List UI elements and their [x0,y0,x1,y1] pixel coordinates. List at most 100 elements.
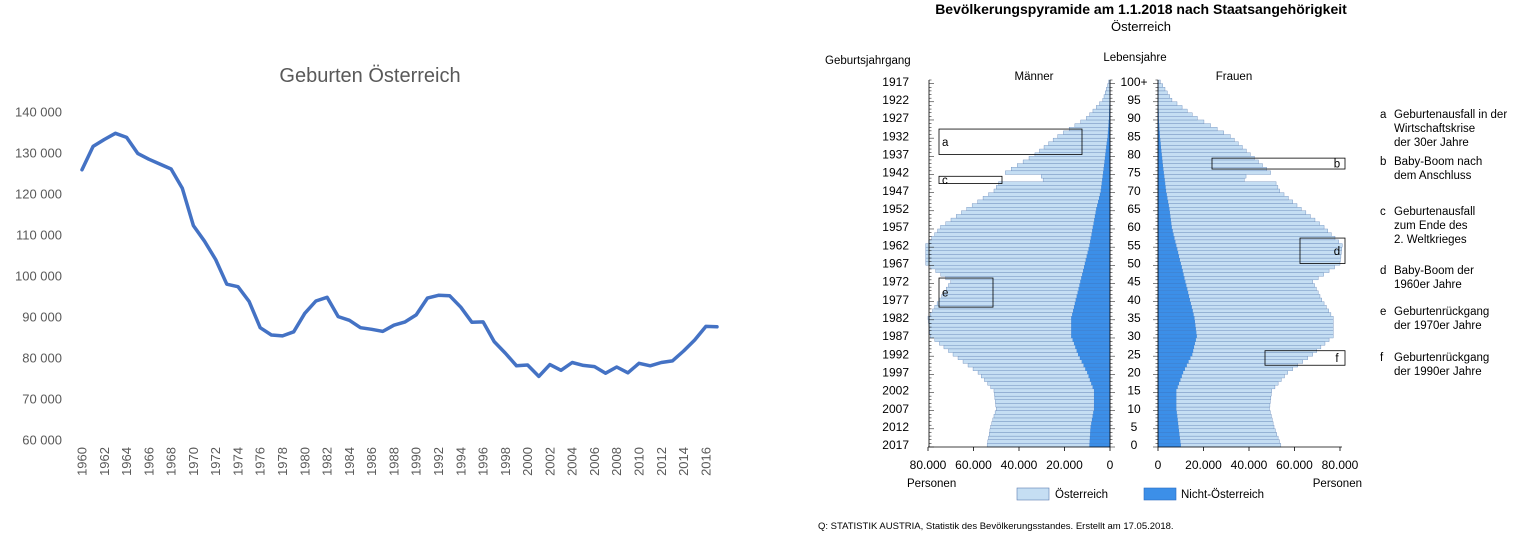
male-foreign-bar [1096,207,1111,211]
x-tick-label-left: 60.000 [955,458,992,472]
male-foreign-bar [1077,290,1111,295]
female-foreign-bar [1157,290,1189,295]
x-tick-label: 1986 [364,447,379,476]
age-tick-label: 45 [1127,275,1141,289]
male-foreign-bar [1088,247,1111,251]
y-tick-label: 130 000 [15,146,62,161]
female-foreign-bar [1157,345,1195,349]
male-foreign-bar [1106,145,1111,150]
male-foreign-bar [1072,337,1111,342]
male-austrian-bar [982,196,1111,201]
male-foreign-bar [1071,316,1111,320]
x-axis-title-right: Personen [1313,478,1362,490]
male-foreign-bar [1075,297,1111,302]
male-foreign-bar [1097,203,1111,208]
x-tick-label: 2014 [676,447,691,476]
female-austrian-bar [1157,210,1307,215]
female-austrian-bar [1157,177,1245,182]
x-tick-label: 1962 [97,447,112,476]
population-pyramid-chart: Bevölkerungspyramide am 1.1.2018 nach St… [818,1,1507,532]
male-austrian-bar [1052,137,1111,142]
annotation-bracket-a [938,128,1083,155]
male-foreign-bar [1083,363,1111,368]
age-tick-label: 70 [1127,184,1141,198]
female-austrian-bar [1157,257,1341,262]
x-tick-label: 1996 [476,447,491,476]
male-austrian-bar [928,239,1111,244]
male-foreign-bar [1098,199,1111,204]
female-foreign-bar [1157,432,1180,437]
female-foreign-bar [1157,425,1179,429]
female-foreign-bar [1157,148,1162,153]
male-austrian-bar [956,214,1111,219]
x-tick-label: 1974 [230,447,245,476]
annotation-list-letter: a [1380,109,1387,121]
female-foreign-bar [1157,185,1166,190]
male-foreign-bar [1092,414,1111,419]
female-foreign-bar [1157,297,1190,302]
age-tick-label: 85 [1127,129,1141,143]
female-foreign-bar [1157,170,1164,175]
x-tick-label: 2006 [587,447,602,476]
female-foreign-bar [1157,326,1196,331]
annotation-list-text: 2. Weltkrieges [1394,234,1467,246]
age-tick-label: 100+ [1120,75,1147,89]
female-foreign-bar [1157,435,1180,440]
male-austrian-bar [1089,112,1111,117]
female-foreign-bar [1157,330,1197,335]
female-foreign-bar [1157,250,1179,255]
male-foreign-bar [1093,410,1111,415]
male-foreign-bar [1103,167,1111,171]
female-foreign-bar [1157,359,1189,364]
male-foreign-bar [1101,185,1111,190]
age-tick-label: 35 [1127,311,1141,325]
male-foreign-bar [1090,239,1111,244]
annotation-letter-a: a [942,137,949,149]
female-austrian-bar [1157,87,1166,92]
x-tick-label-left: 40.000 [1001,458,1038,472]
birth-year-tick-label: 1997 [882,366,909,380]
x-tick-label: 2008 [609,447,624,476]
female-austrian-bar [1157,170,1271,175]
female-foreign-bar [1157,428,1180,433]
legend-label-foreign: Nicht-Österreich [1181,489,1264,501]
female-foreign-bar [1157,417,1178,422]
female-austrian-bar [1157,199,1293,204]
x-tick-label: 1968 [164,447,179,476]
x-tick-label: 1988 [386,447,401,476]
annotation-bracket-e [938,277,994,308]
female-foreign-bar [1157,196,1168,201]
male-foreign-bar [1089,443,1111,448]
male-foreign-bar [1071,323,1111,328]
male-foreign-bar [1089,439,1111,444]
male-foreign-bar [1076,294,1111,299]
female-foreign-bar [1157,257,1180,262]
annotation-list-text: Geburtenausfall in der [1394,109,1507,121]
birth-year-tick-label: 1967 [882,257,909,271]
births-line-chart: Geburten Österreich 60 000 70 000 80 000 90… [15,65,719,476]
female-foreign-bar [1157,239,1176,244]
annotation-list-letter: f [1380,352,1384,364]
birth-year-tick-label: 1947 [882,184,909,198]
male-foreign-bar [1105,152,1111,157]
male-foreign-bar [1089,377,1111,382]
births-series-line [80,131,719,379]
male-foreign-bar [1093,221,1111,226]
female-austrian-bar [1157,250,1342,255]
female-foreign-bar [1157,236,1175,240]
female-austrian-bar [1157,188,1280,193]
male-austrian-bar [1022,159,1111,164]
annotation-bracket-b [1211,157,1346,170]
female-austrian-bar [1157,196,1289,201]
x-tick-label-right: 80.000 [1322,458,1359,472]
male-austrian-bar [925,254,1111,259]
age-tick-label: 75 [1127,166,1141,180]
annotation-list-text: der 1970er Jahre [1394,320,1482,332]
male-austrian-bar [950,217,1111,222]
age-tick-label: 95 [1127,93,1141,107]
female-foreign-bar [1157,385,1178,389]
pyramid-title: Bevölkerungspyramide am 1.1.2018 nach St… [935,1,1347,17]
pyramid-axes: 1917 1922 1927 1932 1937 1942 1947 1952 1957 1962… [882,75,1358,472]
male-austrian-bar [995,399,1111,404]
